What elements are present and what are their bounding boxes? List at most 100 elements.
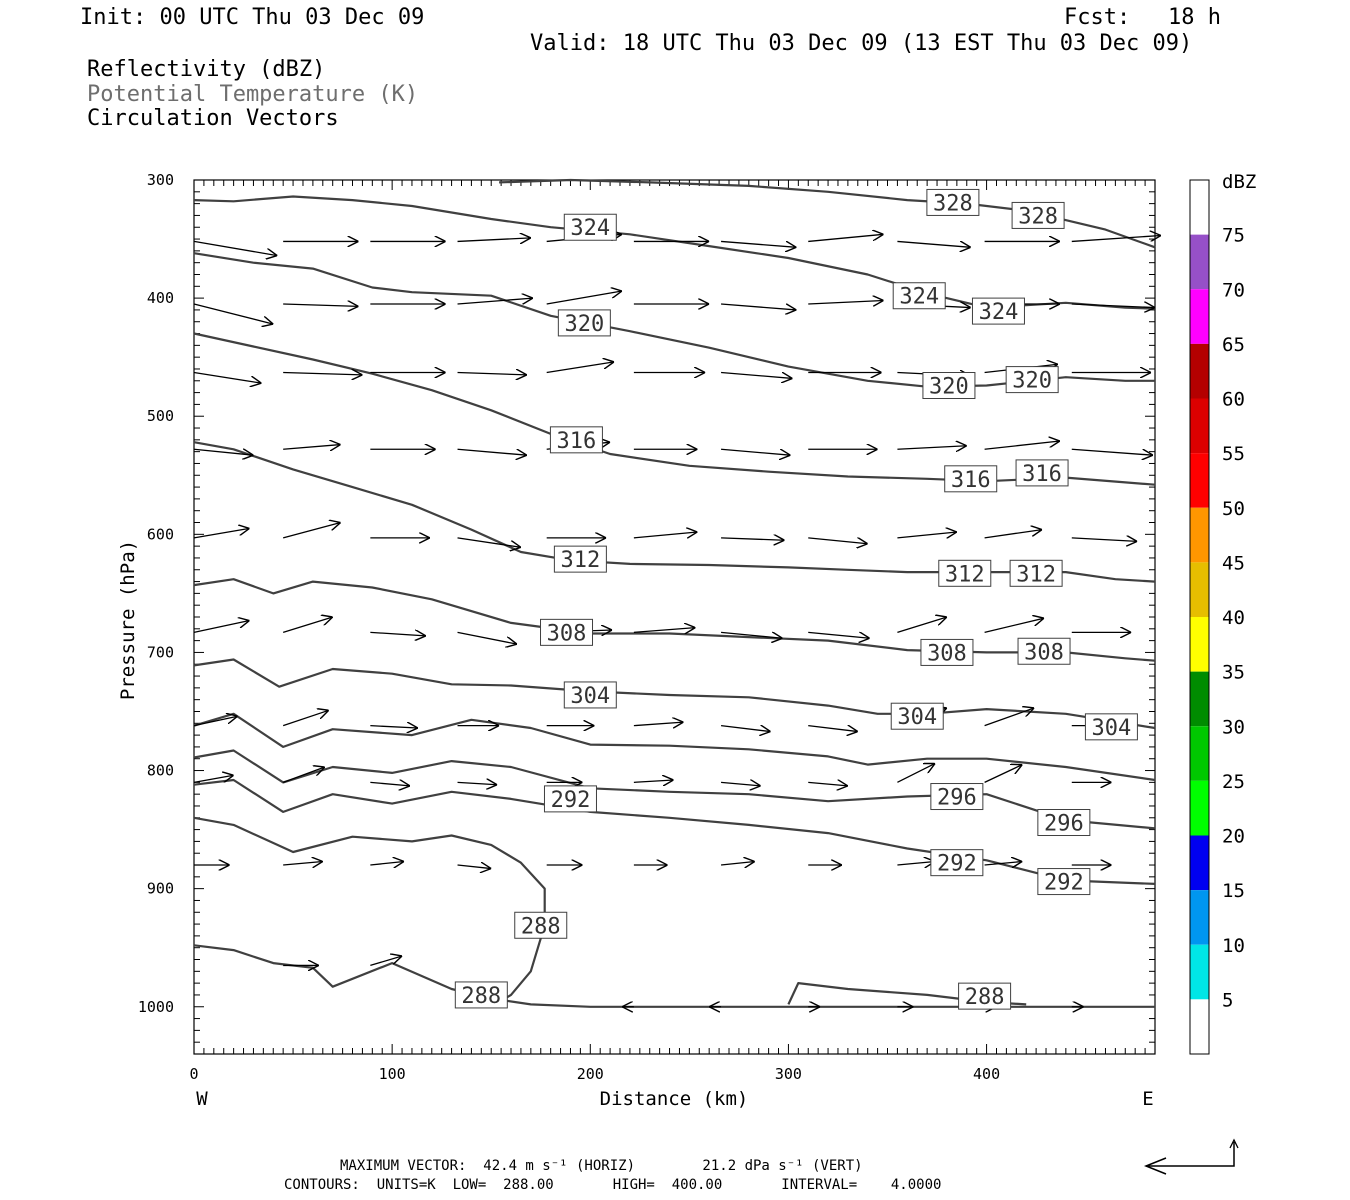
legend-potential-temperature: Potential Temperature (K) [87, 82, 419, 107]
y-tick-label: 1000 [138, 998, 174, 1016]
axes: Distance (km) Pressure (hPa) W E 0 100 200… [117, 171, 1154, 1110]
contour-label: 316 [557, 429, 597, 454]
colorbar-segment [1190, 562, 1209, 617]
circulation-vector [897, 861, 935, 865]
circulation-vector [370, 726, 418, 728]
circulation-vector [633, 780, 674, 782]
circulation-vector [193, 528, 249, 539]
colorbar-segment [1190, 835, 1209, 891]
circulation-vector [721, 240, 796, 247]
colorbar-segment [1190, 343, 1209, 399]
circulation-vector [808, 782, 848, 786]
circulation-vector [721, 631, 782, 638]
circulation-vector [193, 240, 277, 255]
contour-labels: 328 328 324 324 324 320 320 320 316 316 316 312 312 3… [454, 188, 1138, 1010]
contour-label-box [958, 982, 1012, 1010]
circulation-vector [193, 716, 238, 727]
contour-label: 324 [899, 285, 939, 310]
isentrope-324 [193, 195, 1156, 310]
plot-frame [193, 179, 1156, 1055]
colorbar-level-label: 75 [1222, 225, 1245, 247]
contour-label-box [920, 638, 974, 666]
contour-label-box [540, 618, 594, 646]
circulation-vector [282, 617, 333, 633]
x-tick-label: 100 [379, 1065, 406, 1083]
contour-label-box [454, 981, 508, 1009]
circulation-vector [457, 298, 533, 305]
contour-label: 308 [1024, 640, 1064, 665]
circulation-vector [282, 710, 329, 727]
circulation-vector [897, 763, 935, 783]
colorbar-level-label: 70 [1222, 279, 1245, 301]
colorbar-level-label: 65 [1222, 334, 1245, 356]
contour-label: 320 [1012, 369, 1052, 394]
isentrope-292 [193, 778, 1156, 885]
contour-label-box [1037, 809, 1091, 837]
circulation-vector [808, 726, 858, 732]
colorbar-segment [1190, 289, 1209, 344]
contour-label: 324 [570, 216, 610, 241]
colorbar-segment [1190, 398, 1209, 454]
contour-label-box [1015, 459, 1069, 487]
circulation-vector [283, 861, 323, 865]
circulation-vector [457, 631, 517, 644]
contour-label: 320 [564, 312, 604, 337]
contour-label-box [1037, 868, 1091, 896]
circulation-vector [984, 618, 1044, 633]
colorbar-border [1189, 179, 1210, 1055]
isentrope-300 [193, 712, 1156, 782]
circulation-vector [808, 631, 869, 638]
contour-label-box [563, 681, 617, 709]
contour-label: 292 [551, 788, 591, 813]
contour-label-box [971, 297, 1025, 325]
contours-footer: CONTOURS: UNITS=K LOW= 288.00 HIGH= 400.… [284, 1177, 942, 1193]
circulation-vector [984, 861, 1023, 865]
colorbar-level-label: 20 [1222, 826, 1245, 848]
contour-label: 288 [521, 914, 561, 939]
y-tick-label: 600 [147, 525, 174, 543]
circulation-vector [282, 523, 340, 539]
contour-label: 304 [1092, 716, 1132, 741]
contour-label-box [944, 465, 998, 493]
circulation-vector [721, 371, 792, 379]
contour-label: 328 [1018, 204, 1058, 229]
forecast-hour-value: 18 h [1168, 5, 1221, 30]
circulation-vector [808, 538, 867, 544]
circulation-vector [897, 617, 947, 633]
colorbar-level-label: 35 [1222, 662, 1245, 684]
circulation-vector [193, 371, 261, 384]
circulation-vector [370, 956, 402, 967]
circulation-vector [283, 445, 340, 450]
contour-label-box [543, 785, 597, 813]
x-tick-label: 400 [973, 1065, 1000, 1083]
legend-reflectivity: Reflectivity (dBZ) [87, 57, 326, 82]
contour-label-box [1011, 201, 1065, 229]
circulation-vector [193, 621, 249, 633]
contour-label-box [1017, 637, 1071, 665]
y-tick-label: 700 [147, 643, 174, 661]
colorbar-level-label: 50 [1222, 498, 1245, 520]
colorbar-segment [1190, 944, 1209, 1000]
contour-label-box [1005, 366, 1059, 394]
colorbar-level-label: 10 [1222, 935, 1245, 957]
circulation-vector [546, 362, 614, 374]
colorbar-segment [1190, 999, 1209, 1054]
isentrope-288 [193, 816, 546, 1002]
circulation-vector [720, 861, 755, 865]
colorbar-segment [1190, 671, 1209, 727]
colorbar-segment [1190, 780, 1209, 836]
circulation-vector [282, 767, 325, 783]
circulation-vector [546, 291, 622, 305]
circulation-vector [1071, 448, 1153, 455]
init-time: Init: 00 UTC Thu 03 Dec 09 [80, 5, 425, 30]
x-end-label-east: E [1142, 1088, 1153, 1110]
circulation-vector [721, 448, 790, 455]
isentrope-328 [499, 178, 1156, 249]
contour-label-box [514, 911, 568, 939]
x-axis-label: Distance (km) [600, 1088, 749, 1110]
colorbar-segment [1190, 180, 1209, 235]
contour-label-box [892, 282, 946, 310]
circulation-vector [721, 303, 796, 310]
circulation-vector [808, 234, 883, 243]
contour-label-box [938, 559, 992, 587]
